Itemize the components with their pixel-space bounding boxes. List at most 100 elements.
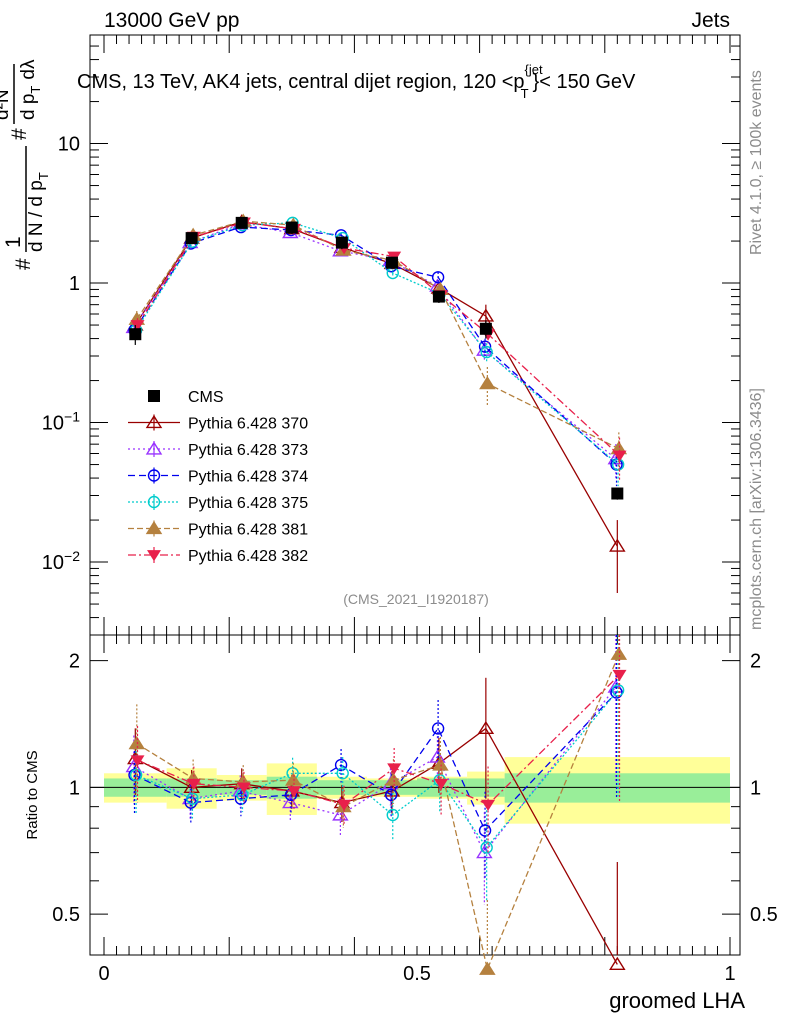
legend-marker [145, 441, 163, 455]
ratio-panel-frame [89, 634, 741, 956]
ratio-tick-label-right: 2 [750, 651, 761, 673]
y-tick-label: 10−2 [42, 548, 80, 574]
ratio-point [285, 772, 302, 786]
ratio-point [612, 669, 627, 682]
legend-label: Pythia 6.428 373 [188, 442, 308, 459]
ratio-point [130, 755, 145, 767]
mc-line [133, 223, 617, 460]
ratio-tick-label-left: 1 [69, 777, 80, 799]
ratio-tick-label-right: 1 [750, 777, 761, 799]
ratio-point [236, 782, 251, 794]
main-panel-frame [89, 34, 741, 636]
legend-label: Pythia 6.428 370 [188, 416, 308, 433]
y-tick-label: 10 [58, 134, 80, 156]
ratio-point [337, 799, 352, 811]
plot-title: CMS, 13 TeV, AK4 jets, central dijet reg… [77, 62, 636, 101]
legend-entry: Pythia 6.428 382 [128, 547, 308, 565]
x-tick-label: 0.5 [403, 963, 431, 985]
x-tick-label: 1 [724, 963, 735, 985]
mc-point [609, 538, 626, 552]
legend-marker [147, 550, 161, 562]
ratio-tick-label-left: 2 [69, 651, 80, 673]
ratio-tick-label-left: 0.5 [52, 904, 80, 926]
cms-data-point [611, 487, 624, 500]
legend-entry: Pythia 6.428 381 [128, 520, 308, 539]
ratio-point [385, 772, 402, 786]
legend-label: Pythia 6.428 381 [188, 522, 308, 539]
legend-entry: Pythia 6.428 374 [128, 467, 308, 486]
legend-label: Pythia 6.428 374 [188, 469, 308, 486]
mc-line [136, 220, 620, 450]
ratio-point [186, 778, 201, 791]
legend-label: CMS [188, 389, 224, 406]
cms-data-point [129, 328, 142, 341]
ratio-axis-label: Ratio to CMS [24, 750, 41, 839]
svg-text:d²N: d²N [0, 89, 13, 120]
x-tick-label: 0 [98, 963, 109, 985]
ratio-point [128, 736, 146, 750]
ratio-line [133, 686, 617, 854]
y-axis-label: # 1 d N / d pT # d²N d pTdλ [0, 59, 51, 270]
analysis-tag: (CMS_2021_I1920187) [343, 591, 489, 607]
legend-marker [147, 495, 161, 509]
ratio-point [334, 758, 348, 772]
y-tick-label: 1 [69, 273, 80, 295]
mcplots-label: mcplots.cern.ch [arXiv:1306.3436] [748, 388, 765, 630]
svg-text:1: 1 [2, 236, 25, 248]
legend-entry: Pythia 6.428 375 [128, 494, 308, 512]
mc-point [480, 345, 493, 359]
cms-data-point [185, 232, 198, 245]
cms-data-point [285, 221, 298, 234]
ratio-band-inner [504, 773, 730, 803]
ratio-point [481, 799, 496, 811]
ratio-line [136, 654, 620, 972]
mc-point [478, 340, 492, 353]
mc-point [130, 320, 145, 332]
ratio-point [609, 956, 626, 970]
cms-data-point [235, 216, 248, 229]
legend-label: Pythia 6.428 382 [188, 548, 308, 565]
legend-entry: Pythia 6.428 370 [128, 414, 308, 433]
ratio-point [282, 795, 299, 809]
svg-text:#: # [8, 128, 31, 140]
ratio-point [287, 786, 301, 798]
cms-data-point [385, 256, 398, 269]
ratio-point [480, 841, 493, 854]
legend-label: Pythia 6.428 375 [188, 495, 308, 512]
legend-entry: Pythia 6.428 373 [128, 441, 308, 459]
ratio-point [478, 824, 492, 837]
ratio-point [434, 778, 449, 791]
collision-label: 13000 GeV pp [104, 9, 239, 32]
legend-marker [145, 520, 163, 535]
mc-point [612, 450, 627, 462]
svg-text:d pTdλ: d pTdλ [18, 59, 43, 120]
ratio-point [432, 757, 449, 771]
ratio-point [431, 722, 445, 735]
rivet-version-label: Rivet 4.1.0, ≥ 100k events [748, 70, 765, 255]
svg-text:d N / d pT: d N / d pT [26, 172, 51, 252]
ratio-plot: 0.5 0.5 1 1 2 2 [52, 635, 778, 975]
legend-marker [147, 469, 161, 482]
ratio-line [135, 689, 619, 849]
ratio-point [336, 767, 349, 780]
ratio-point [611, 684, 625, 697]
main-plot: 10−2 10−1 1 10 [42, 34, 740, 636]
ratio-point [610, 646, 628, 660]
ratio-point [129, 768, 143, 782]
process-label: Jets [691, 9, 730, 32]
ratio-point [610, 686, 623, 699]
cms-data-point [479, 322, 492, 335]
ratio-point [387, 763, 402, 775]
ratio-point [186, 792, 199, 805]
legend-marker [145, 414, 163, 429]
ratio-point [429, 749, 446, 763]
mc-point [431, 271, 445, 284]
ratio-point [477, 720, 495, 735]
cms-data-point [432, 290, 445, 303]
legend-marker [148, 390, 160, 402]
legend: CMS Pythia 6.428 370 Pythia 6.428 373 Pythi… [128, 389, 308, 565]
ratio-point [386, 808, 399, 822]
legend-entry-cms: CMS [148, 389, 224, 406]
ratio-point [384, 788, 398, 802]
